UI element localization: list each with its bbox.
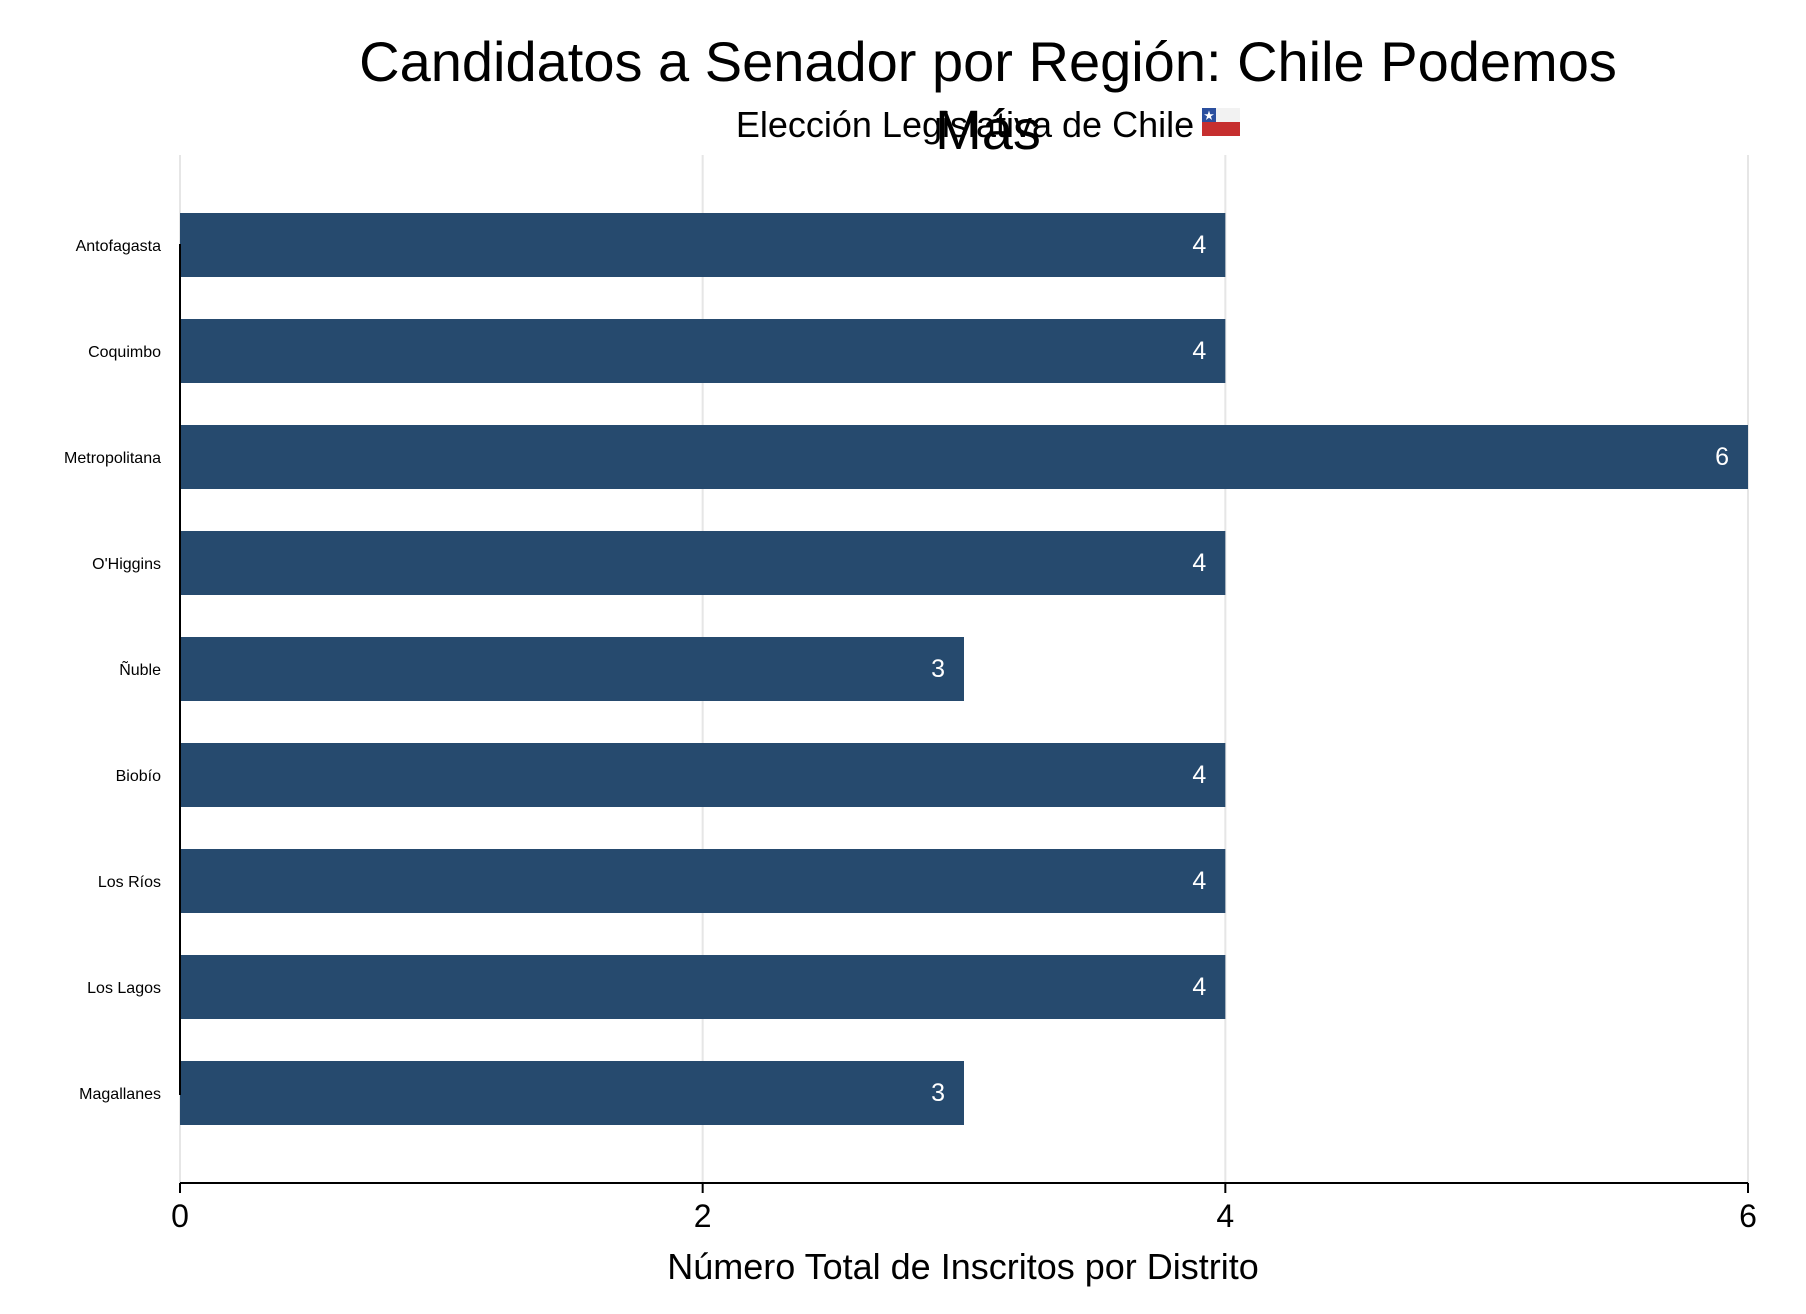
flag-star [1204,110,1215,121]
data-label-5: 4 [1192,761,1206,789]
axes: 0 2 4 6 [171,244,1757,1234]
x-tick-label-2: 4 [1216,1198,1234,1234]
data-label-0: 4 [1192,231,1206,259]
chart-subtitle-text: Elección Legislativa de Chile [735,104,1195,145]
chile-flag-icon [1202,101,1241,147]
data-label-7: 4 [1192,973,1206,1001]
data-label-6: 4 [1192,867,1206,895]
bar-8 [180,1061,964,1125]
category-label-6: Los Ríos [98,874,161,891]
x-axis-label: Número Total de Inscritos por Distrito [667,1246,1259,1287]
bars [180,213,1748,1125]
category-label-1: Coquimbo [88,344,161,361]
bar-1 [180,319,1226,383]
data-label-1: 4 [1192,337,1206,365]
category-label-4: Ñuble [119,659,161,679]
chart-subtitle: Elección Legislativa de Chile [315,102,1661,150]
category-label-2: Metropolitana [64,450,161,467]
flag-red-stripe [1202,122,1241,137]
category-label-5: Biobío [116,768,161,785]
data-labels: 4 4 6 4 3 4 4 4 3 [931,231,1729,1107]
x-tick-label-1: 2 [694,1198,712,1234]
bar-5 [180,743,1226,807]
bar-6 [180,849,1226,913]
data-label-4: 3 [931,655,945,683]
category-label-8: Magallanes [79,1086,161,1103]
category-label-0: Antofagasta [76,238,162,255]
bar-0 [180,213,1226,277]
bar-2 [180,425,1748,489]
chart-title: Candidatos a Senador por Región: Chile P… [359,30,1617,161]
bar-4 [180,637,964,701]
data-label-3: 4 [1192,549,1206,577]
category-label-7: Los Lagos [87,980,161,997]
data-label-2: 6 [1715,443,1729,471]
bar-7 [180,955,1226,1019]
x-tick-label-3: 6 [1739,1198,1757,1234]
bar-3 [180,531,1226,595]
data-label-8: 3 [931,1079,945,1107]
category-labels: Antofagasta Coquimbo Metropolitana O'Higgin… [64,238,161,1103]
x-tick-label-0: 0 [171,1198,189,1234]
category-label-3: O'Higgins [92,556,161,573]
